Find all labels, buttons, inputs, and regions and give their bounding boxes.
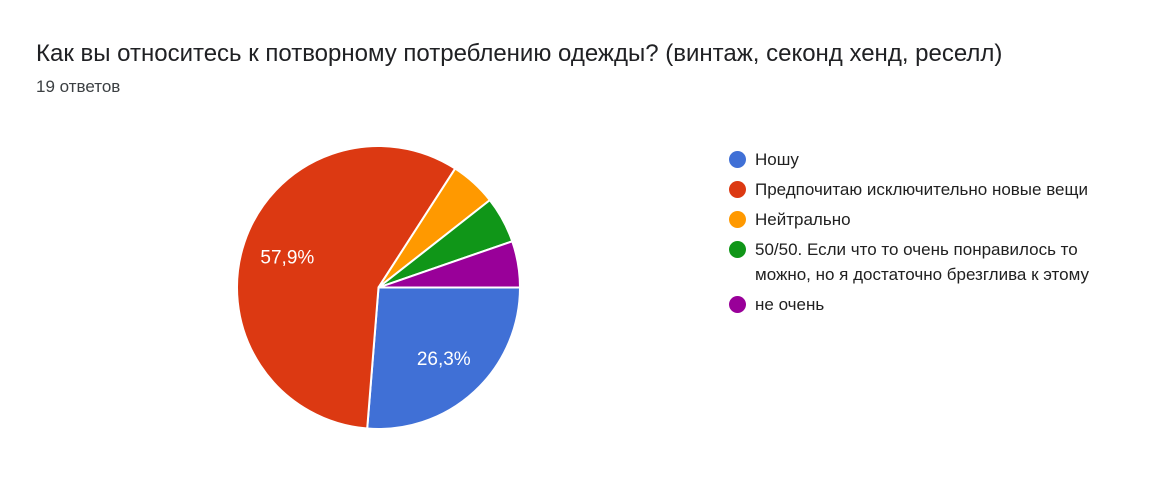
- legend-color-dot: [729, 211, 746, 228]
- legend-label: Нейтрально: [755, 210, 851, 229]
- legend-label: Предпочитаю исключительно новые вещи: [755, 180, 1088, 199]
- legend-item: Нейтрально: [729, 207, 1114, 232]
- legend-color-dot: [729, 296, 746, 313]
- question-title: Как вы относитесь к потворному потреблен…: [36, 40, 1003, 67]
- legend-color-dot: [729, 181, 746, 198]
- response-count: 19 ответов: [36, 77, 121, 96]
- legend-color-dot: [729, 241, 746, 258]
- legend-label: не очень: [755, 295, 825, 314]
- legend-item: Ношу: [729, 147, 1114, 172]
- legend-color-dot: [729, 151, 746, 168]
- legend-item: Предпочитаю исключительно новые вещи: [729, 177, 1114, 202]
- pie-slice-label: 26,3%: [417, 349, 471, 370]
- pie-slice: [236, 145, 457, 430]
- pie-slice: [377, 240, 521, 289]
- legend-item: 50/50. Если что то очень понравилось то …: [729, 237, 1114, 287]
- legend-label: 50/50. Если что то очень понравилось то …: [755, 240, 1089, 284]
- legend-item: не очень: [729, 292, 1114, 317]
- legend: Ношу Предпочитаю исключительно новые вещ…: [729, 147, 1114, 322]
- legend-label: Ношу: [755, 150, 799, 169]
- pie-slice-label: 57,9%: [260, 247, 314, 268]
- pie-slice: [366, 286, 521, 430]
